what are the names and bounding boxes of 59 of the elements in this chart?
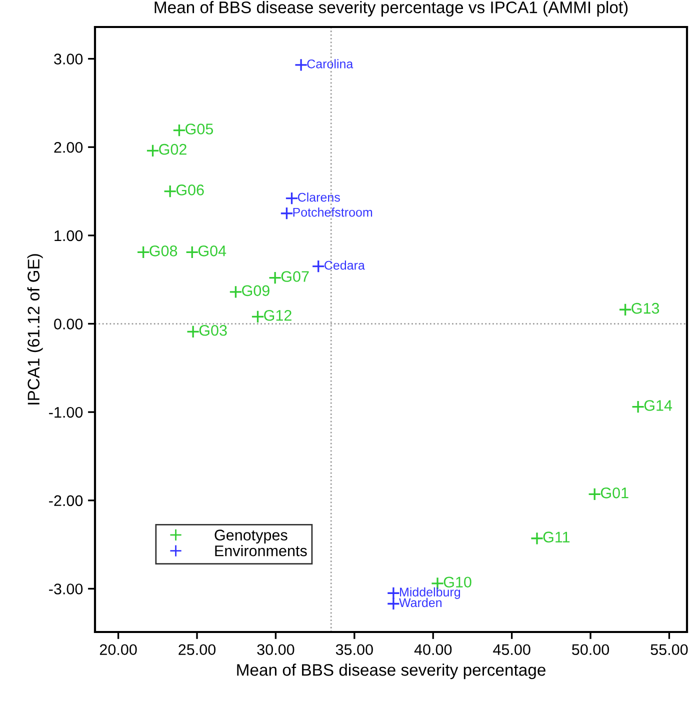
annotation: G11 — [543, 532, 570, 542]
annotation: Middelburg — [400, 587, 460, 599]
annotation: G09 — [242, 285, 270, 296]
x-tick-label: 20.00 — [100, 644, 137, 656]
point — [280, 206, 294, 220]
point — [386, 586, 400, 600]
annotation: G08 — [150, 246, 178, 256]
x-tick-label: 50.00 — [572, 644, 610, 656]
annotation: G14 — [644, 400, 672, 411]
annotation: Warden — [399, 598, 442, 608]
x-tick-label: 40.00 — [414, 644, 452, 656]
y-tick-label: 3.00 — [54, 54, 83, 64]
y-tick-label: -1.00 — [49, 406, 83, 418]
x-tick-label: 25.00 — [178, 644, 216, 656]
annotation: G07 — [281, 271, 309, 282]
point — [294, 58, 308, 72]
annotation: G13 — [632, 302, 660, 314]
point — [312, 260, 325, 273]
point — [631, 400, 645, 414]
y-tick-label: 0.00 — [54, 318, 83, 330]
point — [285, 192, 298, 205]
y-tick-label: 1.00 — [54, 230, 83, 242]
y-tick-label: 2.00 — [54, 142, 83, 153]
annotation: G01 — [600, 488, 628, 498]
annotation: Clarens — [298, 192, 340, 202]
point — [185, 246, 199, 259]
annotation: Carolina — [307, 59, 354, 68]
annotation: G12 — [264, 310, 292, 321]
annotation: G05 — [186, 124, 214, 134]
point — [146, 144, 160, 158]
point — [530, 532, 544, 546]
point — [386, 597, 400, 610]
legend-label: Environments — [215, 545, 307, 556]
x-axis-title: Mean of BBS disease severity percentage — [237, 664, 546, 680]
point — [186, 325, 200, 338]
point — [172, 124, 186, 137]
annotation: G10 — [444, 576, 472, 588]
point — [618, 302, 632, 316]
point — [251, 310, 264, 324]
annotation: Cedara — [324, 260, 365, 270]
annotation: G02 — [159, 144, 186, 155]
x-tick-label: 55.00 — [650, 644, 688, 656]
x-tick-label: 45.00 — [493, 644, 530, 656]
x-tick-label: 35.00 — [336, 644, 373, 656]
y-axis-title: IPCA1 (61.12 of GE) — [27, 254, 43, 404]
x-tick-label: 30.00 — [257, 644, 294, 656]
legend-label: Genotypes — [214, 530, 288, 544]
y-tick-label: -3.00 — [49, 584, 83, 594]
annotation: G06 — [176, 184, 204, 196]
y-tick-label: -2.00 — [49, 495, 83, 506]
point — [268, 271, 282, 284]
chart-title: Mean of BBS disease severity percentage vs IPCA1 (AMMI plot) — [154, 1, 628, 17]
annotation: G03 — [199, 324, 227, 336]
annotation: Potchefstroom — [293, 208, 372, 217]
annotation: G04 — [198, 246, 226, 256]
point — [136, 246, 150, 259]
point — [163, 184, 177, 198]
point — [588, 488, 602, 501]
point — [229, 285, 242, 299]
